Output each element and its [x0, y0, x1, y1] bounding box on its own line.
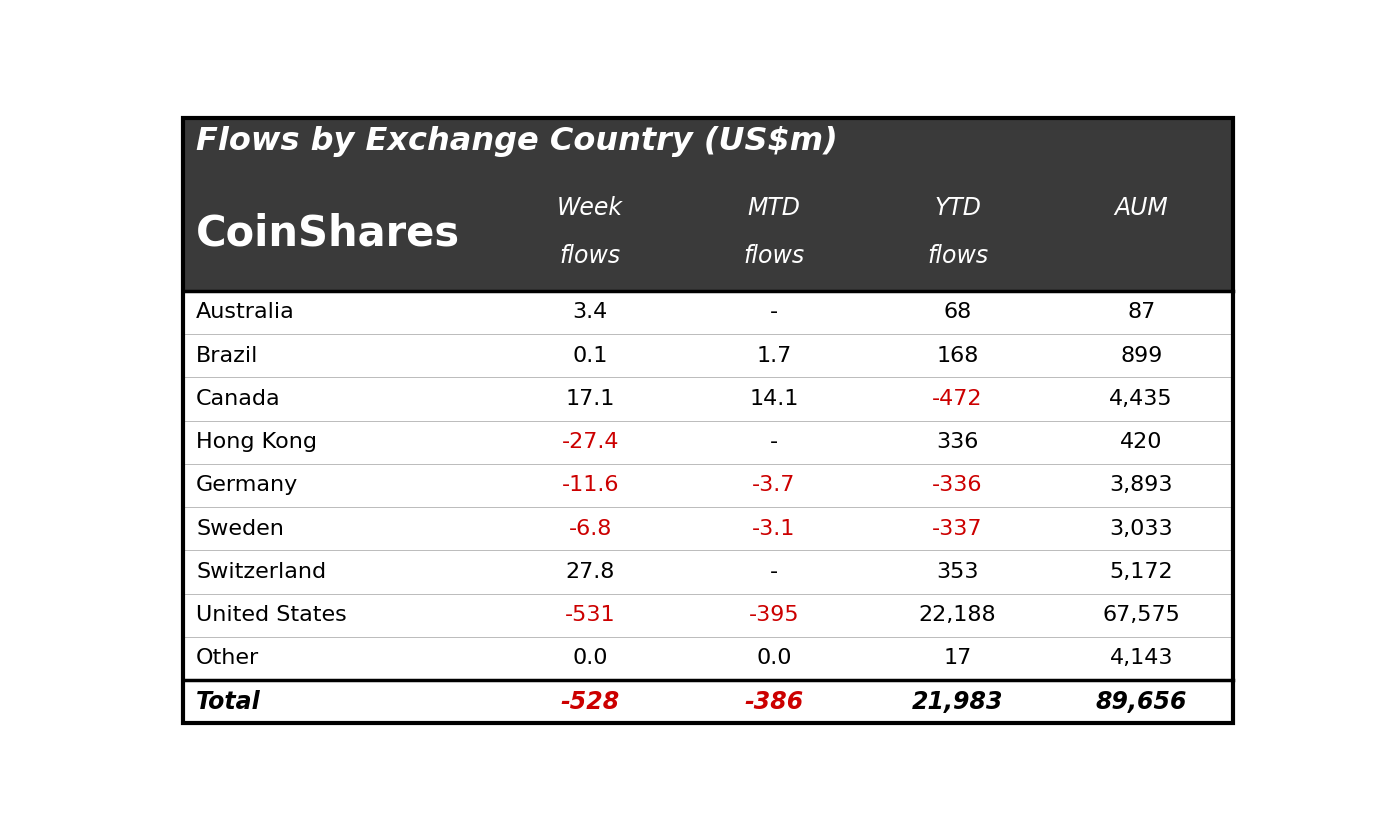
- Text: -395: -395: [749, 605, 799, 625]
- Text: Brazil: Brazil: [196, 346, 258, 366]
- Text: 22,188: 22,188: [919, 605, 996, 625]
- Text: 89,656: 89,656: [1096, 690, 1187, 714]
- Bar: [184, 291, 1233, 724]
- Text: 21,983: 21,983: [912, 690, 1003, 714]
- Text: CoinShares: CoinShares: [196, 213, 460, 254]
- Text: 899: 899: [1119, 346, 1162, 366]
- Text: 67,575: 67,575: [1103, 605, 1180, 625]
- Text: 3.4: 3.4: [572, 303, 608, 323]
- Text: 0.1: 0.1: [572, 346, 608, 366]
- Text: -337: -337: [933, 519, 983, 538]
- Text: 87: 87: [1128, 303, 1155, 323]
- Text: Switzerland: Switzerland: [196, 562, 326, 582]
- Text: 420: 420: [1119, 433, 1162, 452]
- Text: -6.8: -6.8: [568, 519, 612, 538]
- Text: Total: Total: [196, 690, 261, 714]
- Text: Hong Kong: Hong Kong: [196, 433, 316, 452]
- Text: YTD: YTD: [934, 196, 981, 220]
- Text: MTD: MTD: [748, 196, 800, 220]
- Text: -: -: [770, 562, 778, 582]
- Bar: [184, 118, 1233, 291]
- Text: -386: -386: [745, 690, 803, 714]
- Text: Flows by Exchange Country (US$m): Flows by Exchange Country (US$m): [196, 126, 837, 156]
- Text: -472: -472: [933, 389, 983, 409]
- Text: 14.1: 14.1: [749, 389, 799, 409]
- Text: 0.0: 0.0: [572, 648, 608, 668]
- Text: Sweden: Sweden: [196, 519, 283, 538]
- Text: flows: flows: [560, 244, 621, 268]
- Text: Germany: Germany: [196, 476, 299, 495]
- Text: 4,435: 4,435: [1110, 389, 1173, 409]
- Text: 0.0: 0.0: [756, 648, 792, 668]
- Text: 3,033: 3,033: [1110, 519, 1173, 538]
- Text: AUM: AUM: [1114, 196, 1168, 220]
- Text: flows: flows: [927, 244, 988, 268]
- Text: 4,143: 4,143: [1110, 648, 1173, 668]
- Text: 17.1: 17.1: [565, 389, 615, 409]
- Text: flows: flows: [744, 244, 804, 268]
- Text: Other: Other: [196, 648, 260, 668]
- Text: 353: 353: [937, 562, 978, 582]
- Text: 336: 336: [937, 433, 978, 452]
- Text: 27.8: 27.8: [565, 562, 615, 582]
- Text: 3,893: 3,893: [1110, 476, 1173, 495]
- Text: -: -: [770, 433, 778, 452]
- Text: -11.6: -11.6: [561, 476, 619, 495]
- Text: -336: -336: [933, 476, 983, 495]
- Text: 17: 17: [944, 648, 972, 668]
- Text: 168: 168: [937, 346, 978, 366]
- Text: Australia: Australia: [196, 303, 294, 323]
- Text: -528: -528: [561, 690, 619, 714]
- Text: -531: -531: [565, 605, 615, 625]
- Text: 68: 68: [944, 303, 972, 323]
- Text: -3.1: -3.1: [752, 519, 796, 538]
- Text: 5,172: 5,172: [1110, 562, 1173, 582]
- Text: Week: Week: [557, 196, 623, 220]
- Text: Canada: Canada: [196, 389, 281, 409]
- Text: -3.7: -3.7: [752, 476, 796, 495]
- Text: -: -: [770, 303, 778, 323]
- Text: 1.7: 1.7: [756, 346, 792, 366]
- Text: -27.4: -27.4: [561, 433, 619, 452]
- Text: United States: United States: [196, 605, 347, 625]
